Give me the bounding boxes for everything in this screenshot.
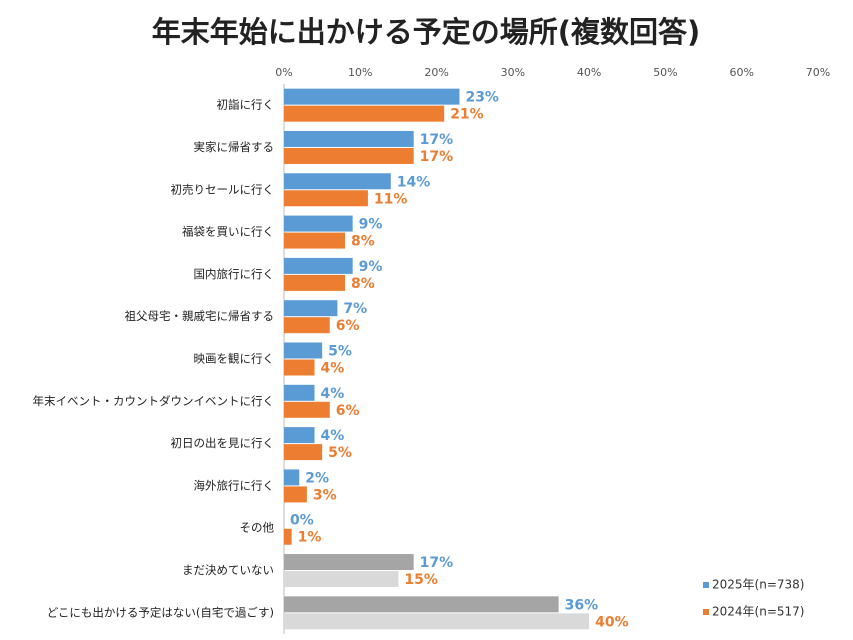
legend-swatch: [703, 582, 709, 588]
bar: [284, 596, 559, 613]
value-label: 3%: [313, 487, 337, 503]
bar: [284, 444, 323, 461]
x-tick-label: 60%: [729, 66, 753, 79]
value-label: 4%: [321, 428, 345, 444]
x-tick-label: 30%: [501, 66, 525, 79]
bar: [284, 317, 330, 334]
y-tick-label: 初詣に行く: [217, 98, 275, 112]
bar: [284, 300, 338, 317]
bar: [284, 554, 414, 571]
value-label: 15%: [404, 572, 438, 588]
bar: [284, 257, 353, 274]
x-tick-label: 40%: [577, 66, 601, 79]
bar: [284, 359, 315, 376]
bar: [284, 486, 307, 503]
value-label: 9%: [359, 259, 383, 275]
value-label: 1%: [298, 530, 322, 546]
bar: [284, 105, 445, 122]
value-label: 6%: [336, 318, 360, 334]
bar: [284, 401, 330, 418]
chart-title: 年末年始に出かける予定の場所(複数回答): [152, 15, 701, 49]
value-label: 8%: [351, 234, 375, 250]
y-tick-label: その他: [240, 521, 275, 535]
y-tick-label: 初日の出を見に行く: [171, 436, 275, 450]
value-label: 11%: [374, 191, 408, 207]
x-tick-label: 50%: [653, 66, 677, 79]
value-label: 2%: [305, 470, 329, 486]
y-tick-label: 福袋を買いに行く: [182, 225, 274, 239]
value-label: 17%: [420, 132, 454, 148]
value-label: 4%: [321, 361, 345, 377]
value-label: 5%: [328, 445, 352, 461]
bar: [284, 342, 323, 359]
value-label: 4%: [321, 386, 345, 402]
value-label: 17%: [420, 149, 454, 165]
y-tick-label: 映画を観に行く: [194, 352, 275, 366]
x-tick-label: 70%: [806, 66, 830, 79]
value-label: 40%: [595, 614, 629, 630]
bar: [284, 147, 414, 164]
bar: [284, 232, 346, 249]
value-label: 17%: [420, 555, 454, 571]
bar: [284, 427, 315, 444]
x-tick-label: 0%: [275, 66, 292, 79]
value-label: 6%: [336, 403, 360, 419]
legend-label: 2025年(n=738): [712, 578, 804, 592]
value-label: 0%: [290, 513, 314, 529]
value-label: 8%: [351, 276, 375, 292]
value-label: 7%: [343, 301, 367, 317]
x-tick-label: 20%: [424, 66, 448, 79]
bar: [284, 274, 346, 291]
y-tick-label: まだ決めていない: [182, 563, 274, 577]
bar: [284, 613, 590, 630]
x-tick-label: 10%: [348, 66, 372, 79]
value-label: 14%: [397, 174, 431, 190]
bar: [284, 469, 300, 486]
bar: [284, 88, 460, 105]
bar: [284, 571, 399, 588]
y-tick-label: 祖父母宅・親戚宅に帰省する: [125, 309, 275, 323]
y-tick-label: 初売りセールに行く: [171, 182, 275, 196]
value-label: 36%: [565, 597, 599, 613]
value-label: 9%: [359, 217, 383, 233]
value-label: 5%: [328, 344, 352, 360]
bar: [284, 173, 391, 190]
y-tick-label: 年末イベント・カウントダウンイベントに行く: [33, 394, 275, 408]
value-label: 23%: [465, 90, 499, 106]
y-tick-label: どこにも出かける予定はない(自宅で過ごす): [47, 605, 274, 619]
bar: [284, 215, 353, 232]
y-tick-label: 国内旅行に行く: [194, 267, 275, 281]
legend-label: 2024年(n=517): [712, 605, 804, 619]
value-label: 21%: [450, 107, 484, 123]
bar: [284, 190, 368, 207]
y-tick-label: 海外旅行に行く: [194, 478, 275, 492]
bar: [284, 130, 414, 147]
y-tick-label: 実家に帰省する: [194, 140, 275, 154]
bar: [284, 384, 315, 401]
bar: [284, 528, 292, 545]
legend-swatch: [703, 609, 709, 615]
